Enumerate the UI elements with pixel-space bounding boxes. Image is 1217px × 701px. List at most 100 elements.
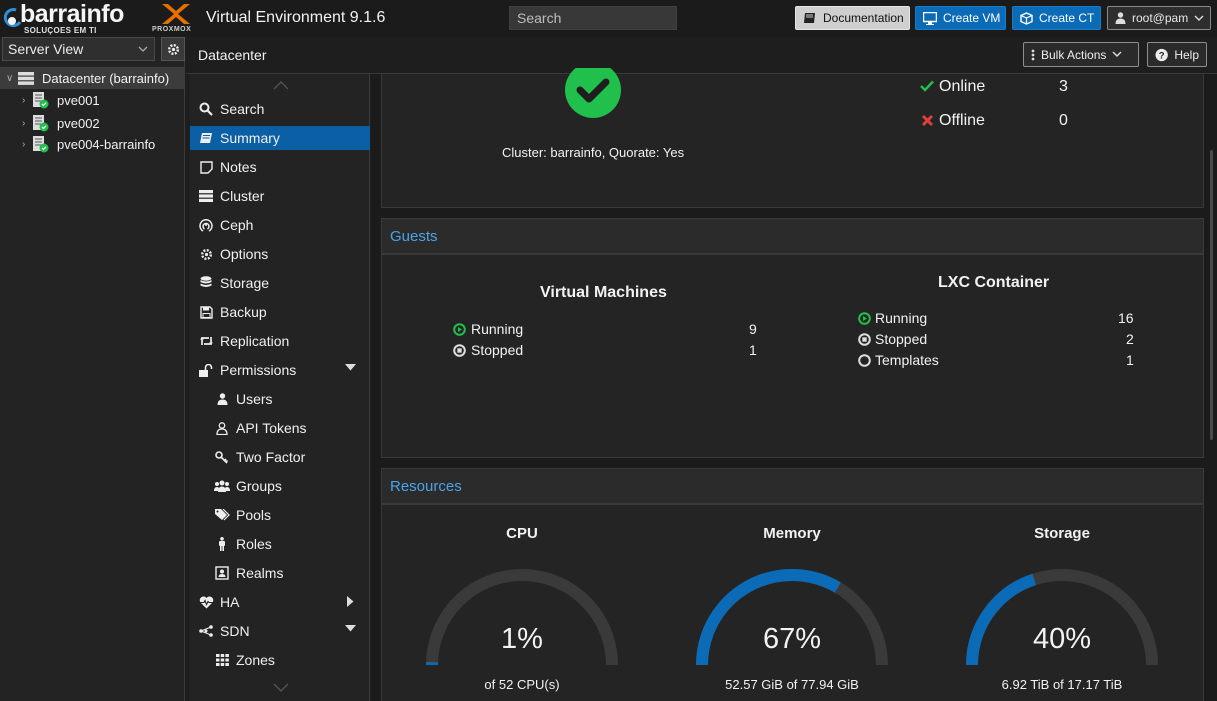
nav-item-summary[interactable]: Summary [190, 126, 370, 150]
nav-item-label: Search [220, 101, 265, 117]
gauge-percent: 67% [762, 623, 822, 655]
lxc-running-label: Running [875, 310, 928, 326]
online-label: Online [939, 78, 986, 95]
gear-icon [198, 246, 214, 262]
nav-item-label: Two Factor [236, 449, 306, 465]
search-input[interactable] [509, 6, 677, 30]
ellipsis-vertical-icon [1031, 49, 1035, 60]
vm-title: Virtual Machines [540, 284, 667, 301]
nav-item-label: Groups [236, 478, 282, 494]
gauge-title: CPU [506, 525, 538, 542]
nav-item-backup[interactable]: Backup [190, 300, 370, 324]
caret-down-icon[interactable] [345, 364, 356, 371]
tree-item-datacenter[interactable]: ∨ Datacenter (barrainfo) [0, 67, 185, 89]
cluster-status-text: Cluster: barrainfo, Quorate: Yes [502, 145, 685, 160]
nav-item-label: Realms [236, 565, 284, 581]
book-icon [198, 130, 214, 146]
check-circle-icon [565, 68, 621, 118]
resources-panel: CPU 1% of 52 CPU(s) Memory 67% 52.57 GiB… [381, 504, 1204, 701]
vm-running-count: 9 [749, 321, 757, 337]
nav-item-two-factor[interactable]: Two Factor [190, 445, 370, 469]
guests-title: Guests [390, 228, 438, 245]
tree-item-label: Datacenter (barrainfo) [42, 70, 170, 86]
create-ct-button[interactable]: Create CT [1012, 6, 1101, 30]
grid-icon [214, 652, 230, 668]
offline-count: 0 [1059, 112, 1068, 129]
health-panel: Cluster: barrainfo, Quorate: Yes Online … [381, 68, 1204, 208]
create-vm-button[interactable]: Create VM [915, 6, 1006, 30]
guests-panel-header: Guests [381, 218, 1204, 254]
lxc-title: LXC Container [938, 274, 1050, 291]
tags-icon [214, 507, 230, 523]
nav-item-zones[interactable]: Zones [190, 648, 370, 672]
nav-item-realms[interactable]: Realms [190, 561, 370, 585]
documentation-button[interactable]: Documentation [795, 6, 910, 30]
expand-toggle-icon[interactable]: › [22, 117, 26, 129]
svg-text:?: ? [1159, 50, 1165, 61]
nav-item-label: Cluster [220, 188, 265, 204]
book-icon [804, 13, 815, 23]
tree-settings-button[interactable] [161, 37, 185, 61]
server-view-select[interactable]: Server View [2, 37, 155, 61]
nav-item-groups[interactable]: Groups [190, 474, 370, 498]
lxc-stopped-count: 2 [1126, 331, 1134, 347]
summary-content: Cluster: barrainfo, Quorate: Yes Online … [371, 68, 1217, 701]
caret-right-icon[interactable] [347, 596, 354, 607]
nav-item-cluster[interactable]: Cluster [190, 184, 370, 208]
nav-item-roles[interactable]: Roles [190, 532, 370, 556]
retweet-icon [198, 333, 214, 349]
expand-toggle-icon[interactable]: › [22, 94, 26, 106]
nav-item-search[interactable]: Search [190, 97, 370, 121]
cpu-gauge: CPU 1% of 52 CPU(s) [422, 505, 622, 701]
offline-label: Offline [939, 112, 985, 129]
nav-item-label: Storage [220, 275, 270, 291]
tree-item-node[interactable]: › pve002 [0, 112, 185, 134]
node-online-icon [33, 135, 49, 152]
nav-item-ceph[interactable]: Ceph [190, 213, 370, 237]
server-view-value: Server View [8, 41, 84, 57]
collapse-toggle-icon[interactable]: ∨ [6, 72, 14, 84]
user-icon [1115, 12, 1126, 24]
nav-item-replication[interactable]: Replication [190, 329, 370, 353]
ceph-icon [198, 217, 214, 233]
nav-item-storage[interactable]: Storage [190, 271, 370, 295]
note-icon [198, 159, 214, 175]
scroll-down-icon[interactable] [273, 683, 289, 692]
documentation-label: Documentation [823, 11, 904, 25]
gauge-fill [966, 573, 1037, 666]
floppy-icon [198, 304, 214, 320]
tree-item-label: pve004-barrainfo [57, 136, 156, 152]
gauge-detail: 52.57 GiB of 77.94 GiB [725, 677, 859, 692]
nav-item-permissions[interactable]: Permissions [190, 358, 370, 382]
nav-item-label: Options [220, 246, 269, 262]
nav-item-users[interactable]: Users [190, 387, 370, 411]
resources-title: Resources [390, 478, 462, 495]
caret-down-icon[interactable] [345, 625, 356, 632]
content-scrollbar[interactable] [1210, 150, 1213, 440]
nav-item-api-tokens[interactable]: API Tokens [190, 416, 370, 440]
users-icon [214, 478, 230, 494]
nav-item-notes[interactable]: Notes [190, 155, 370, 179]
tree-item-node[interactable]: › pve004-barrainfo [0, 133, 185, 155]
node-online-icon [33, 114, 49, 131]
expand-toggle-icon[interactable]: › [22, 138, 26, 150]
bulk-actions-button[interactable]: Bulk Actions [1023, 42, 1139, 67]
nav-item-options[interactable]: Options [190, 242, 370, 266]
nav-item-ha[interactable]: HA [190, 590, 370, 614]
nav-item-pools[interactable]: Pools [190, 503, 370, 527]
user-label: root@pam [1132, 11, 1189, 25]
nav-item-label: Users [236, 391, 273, 407]
brand-name: barrainfo [20, 0, 124, 28]
gauge-arc [426, 569, 618, 666]
gauge-arc [696, 569, 888, 666]
proxmox-x-icon [162, 4, 190, 24]
tree-item-node[interactable]: › pve001 [0, 89, 185, 111]
gauge-detail: 6.92 TiB of 17.17 TiB [1001, 677, 1123, 692]
help-button[interactable]: ? Help [1147, 42, 1207, 67]
user-menu-button[interactable]: root@pam [1107, 6, 1211, 30]
nav-item-label: SDN [220, 623, 250, 639]
nav-item-sdn[interactable]: SDN [190, 619, 370, 643]
desktop-icon [923, 11, 937, 25]
scroll-up-icon[interactable] [273, 81, 289, 90]
brand-logo[interactable]: barrainfo SOLUÇOES EM TI PROXMOX [0, 0, 200, 37]
